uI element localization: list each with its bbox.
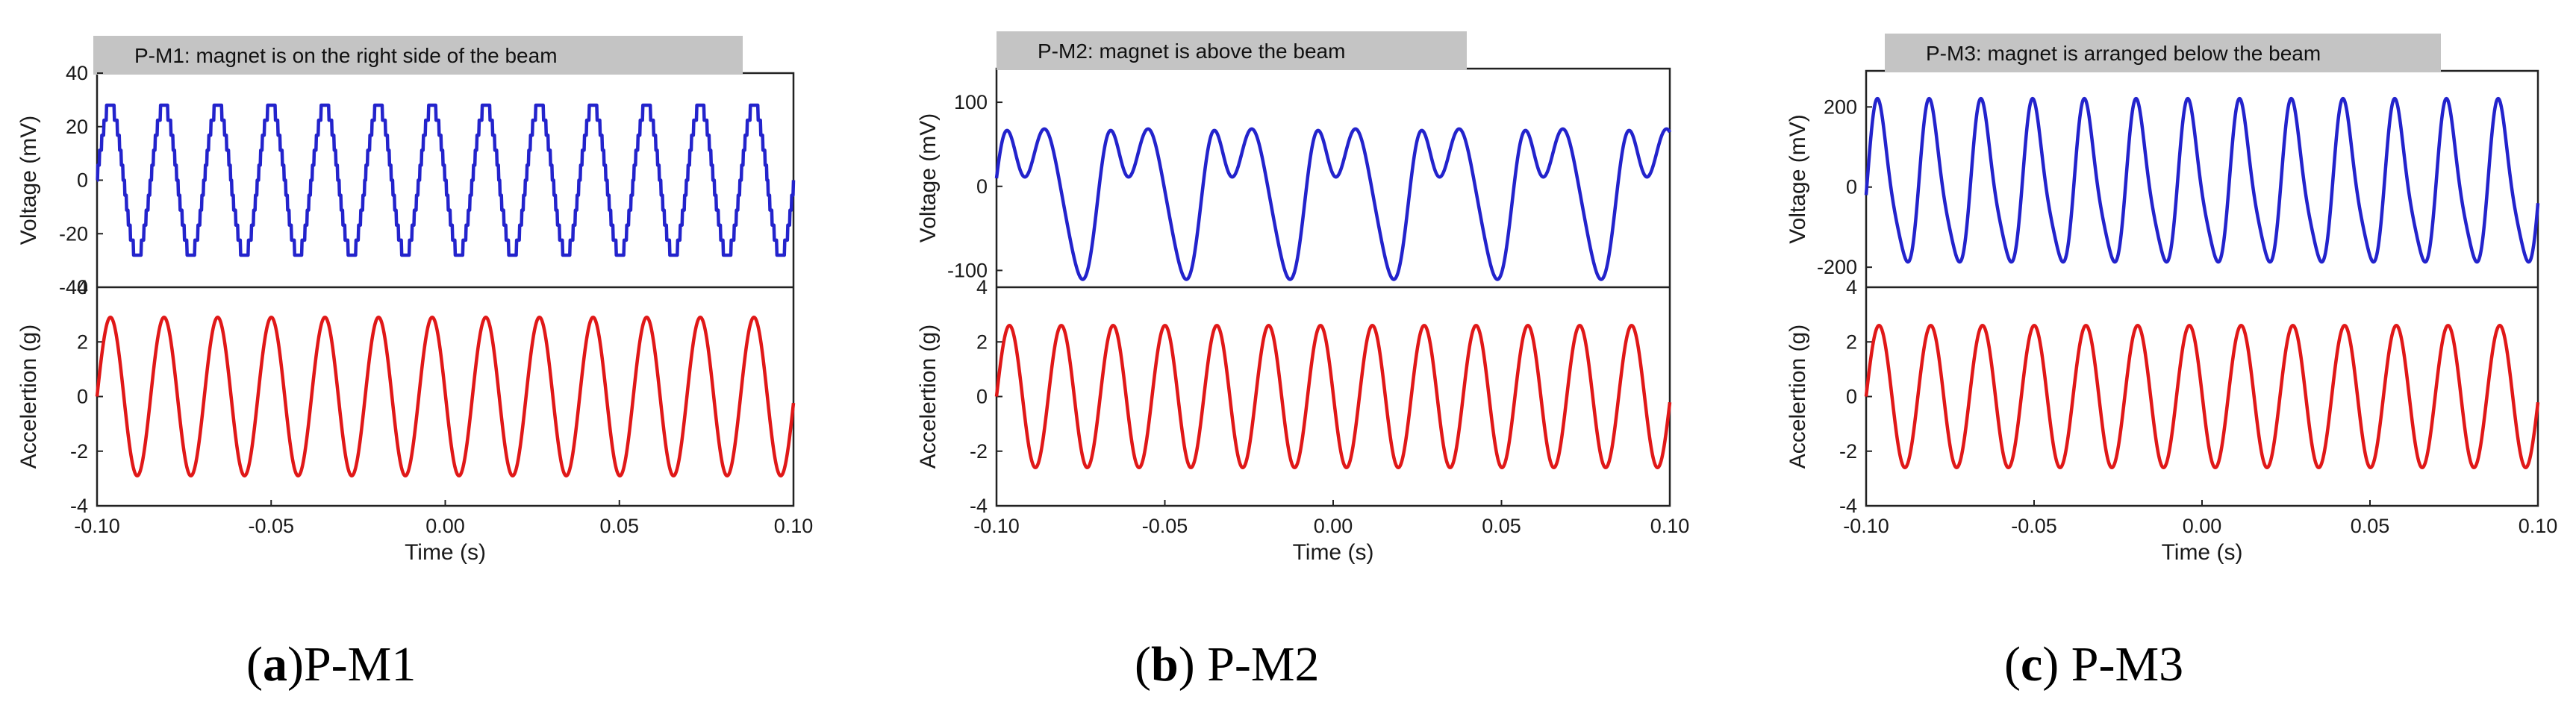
x-axis-label: Time (s) bbox=[1293, 540, 1374, 565]
x-axis-label: Time (s) bbox=[405, 540, 486, 565]
bottom-y-tick-label: 4 bbox=[976, 276, 988, 298]
caption-paren-close: ) bbox=[287, 637, 304, 692]
x-tick-label: 0.10 bbox=[2519, 515, 2558, 537]
bottom-y-tick-label: 0 bbox=[976, 386, 988, 408]
caption-paren-close: ) bbox=[2042, 637, 2059, 692]
bottom-y-tick-label: 0 bbox=[1846, 386, 1857, 408]
plot-frame bbox=[1865, 69, 2539, 507]
top-y-tick-label: -200 bbox=[1817, 256, 1857, 278]
x-tick-label: -0.05 bbox=[2011, 515, 2057, 537]
bottom-y-tick-label: -2 bbox=[70, 440, 88, 463]
caption-letter: c bbox=[2021, 637, 2042, 692]
panel-caption: (c) P-M3 bbox=[2004, 637, 2183, 692]
top-y-tick-label: 20 bbox=[66, 116, 88, 138]
caption-letter: b bbox=[1151, 637, 1179, 692]
x-axis-label: Time (s) bbox=[2162, 540, 2243, 565]
title-banner bbox=[93, 36, 743, 75]
bottom-y-axis-label: Accelertion (g) bbox=[16, 325, 41, 469]
x-tick-label: -0.10 bbox=[1843, 515, 1889, 537]
caption-paren-close: ) bbox=[1179, 637, 1195, 692]
bottom-y-tick-label: -4 bbox=[1839, 495, 1857, 517]
caption-text: P-M2 bbox=[1195, 637, 1320, 692]
chart-panel-c: P-M3: magnet is arranged below the beam -… bbox=[1786, 34, 2557, 692]
x-tick-label: 0.10 bbox=[1650, 515, 1690, 537]
series-bottom-acceleration bbox=[994, 324, 1672, 469]
top-y-axis-label: Voltage (mV) bbox=[16, 116, 41, 245]
panel-caption: (b) P-M2 bbox=[1135, 637, 1320, 692]
series-top-voltage bbox=[96, 103, 796, 257]
bottom-y-tick-label: 2 bbox=[77, 331, 88, 353]
title-banner bbox=[1885, 34, 2441, 72]
caption-text: P-M3 bbox=[2059, 637, 2183, 692]
chart-panel-a: P-M1: magnet is on the right side of the… bbox=[16, 36, 813, 692]
plot-frame bbox=[96, 72, 795, 507]
bottom-y-tick-label: -2 bbox=[1839, 440, 1857, 463]
bottom-y-tick-label: 2 bbox=[1846, 331, 1857, 353]
bottom-y-tick-label: 4 bbox=[77, 276, 88, 298]
chart-title: P-M2: magnet is above the beam bbox=[1038, 40, 1345, 63]
series-top-voltage bbox=[994, 127, 1671, 281]
chart-title: P-M3: magnet is arranged below the beam bbox=[1926, 42, 2321, 65]
chart-title: P-M1: magnet is on the right side of the… bbox=[134, 44, 558, 67]
x-tick-label: -0.10 bbox=[973, 515, 1020, 537]
top-y-tick-label: 40 bbox=[66, 62, 88, 84]
top-y-tick-label: -40 bbox=[59, 276, 88, 298]
top-y-tick-label: 200 bbox=[1824, 95, 1857, 118]
x-tick-label: -0.05 bbox=[248, 515, 294, 537]
caption-paren-open: ( bbox=[246, 637, 263, 692]
top-y-tick-label: 100 bbox=[954, 91, 988, 113]
x-tick-label: 0.00 bbox=[2183, 515, 2222, 537]
panel-caption: (a)P-M1 bbox=[246, 637, 416, 692]
bottom-y-tick-label: 2 bbox=[976, 331, 988, 353]
title-banner bbox=[997, 31, 1467, 70]
series-bottom-acceleration bbox=[1864, 324, 2540, 469]
bottom-y-tick-label: 0 bbox=[77, 386, 88, 408]
bottom-y-tick-label: -2 bbox=[970, 440, 988, 463]
x-tick-label: 0.00 bbox=[425, 515, 465, 537]
x-tick-label: 0.05 bbox=[2351, 515, 2390, 537]
bottom-y-axis-label: Accelertion (g) bbox=[916, 325, 941, 469]
x-tick-label: -0.10 bbox=[74, 515, 120, 537]
top-y-axis-label: Voltage (mV) bbox=[1786, 114, 1810, 243]
caption-paren-open: ( bbox=[1135, 637, 1151, 692]
x-tick-label: 0.10 bbox=[774, 515, 814, 537]
top-y-tick-label: -100 bbox=[947, 259, 988, 281]
top-y-axis-label: Voltage (mV) bbox=[916, 113, 941, 242]
caption-text: P-M1 bbox=[304, 637, 416, 692]
top-y-tick-label: -20 bbox=[59, 222, 88, 245]
top-y-tick-label: 0 bbox=[976, 175, 988, 198]
caption-paren-open: ( bbox=[2004, 637, 2021, 692]
bottom-y-tick-label: 4 bbox=[1846, 276, 1857, 298]
series-top-voltage bbox=[1864, 96, 2540, 264]
bottom-y-tick-label: -4 bbox=[970, 495, 988, 517]
x-tick-label: -0.05 bbox=[1142, 515, 1188, 537]
x-tick-label: 0.05 bbox=[599, 515, 639, 537]
chart-panel-b: P-M2: magnet is above the beam -100 0 100 Vo… bbox=[916, 31, 1689, 692]
caption-letter: a bbox=[263, 637, 287, 692]
bottom-y-tick-label: -4 bbox=[70, 495, 88, 517]
bottom-y-axis-label: Accelertion (g) bbox=[1786, 325, 1810, 469]
x-tick-label: 0.05 bbox=[1482, 515, 1521, 537]
top-y-tick-label: 0 bbox=[1846, 176, 1857, 198]
series-bottom-acceleration bbox=[95, 316, 796, 477]
top-y-tick-label: 0 bbox=[77, 169, 88, 192]
x-tick-label: 0.00 bbox=[1314, 515, 1353, 537]
